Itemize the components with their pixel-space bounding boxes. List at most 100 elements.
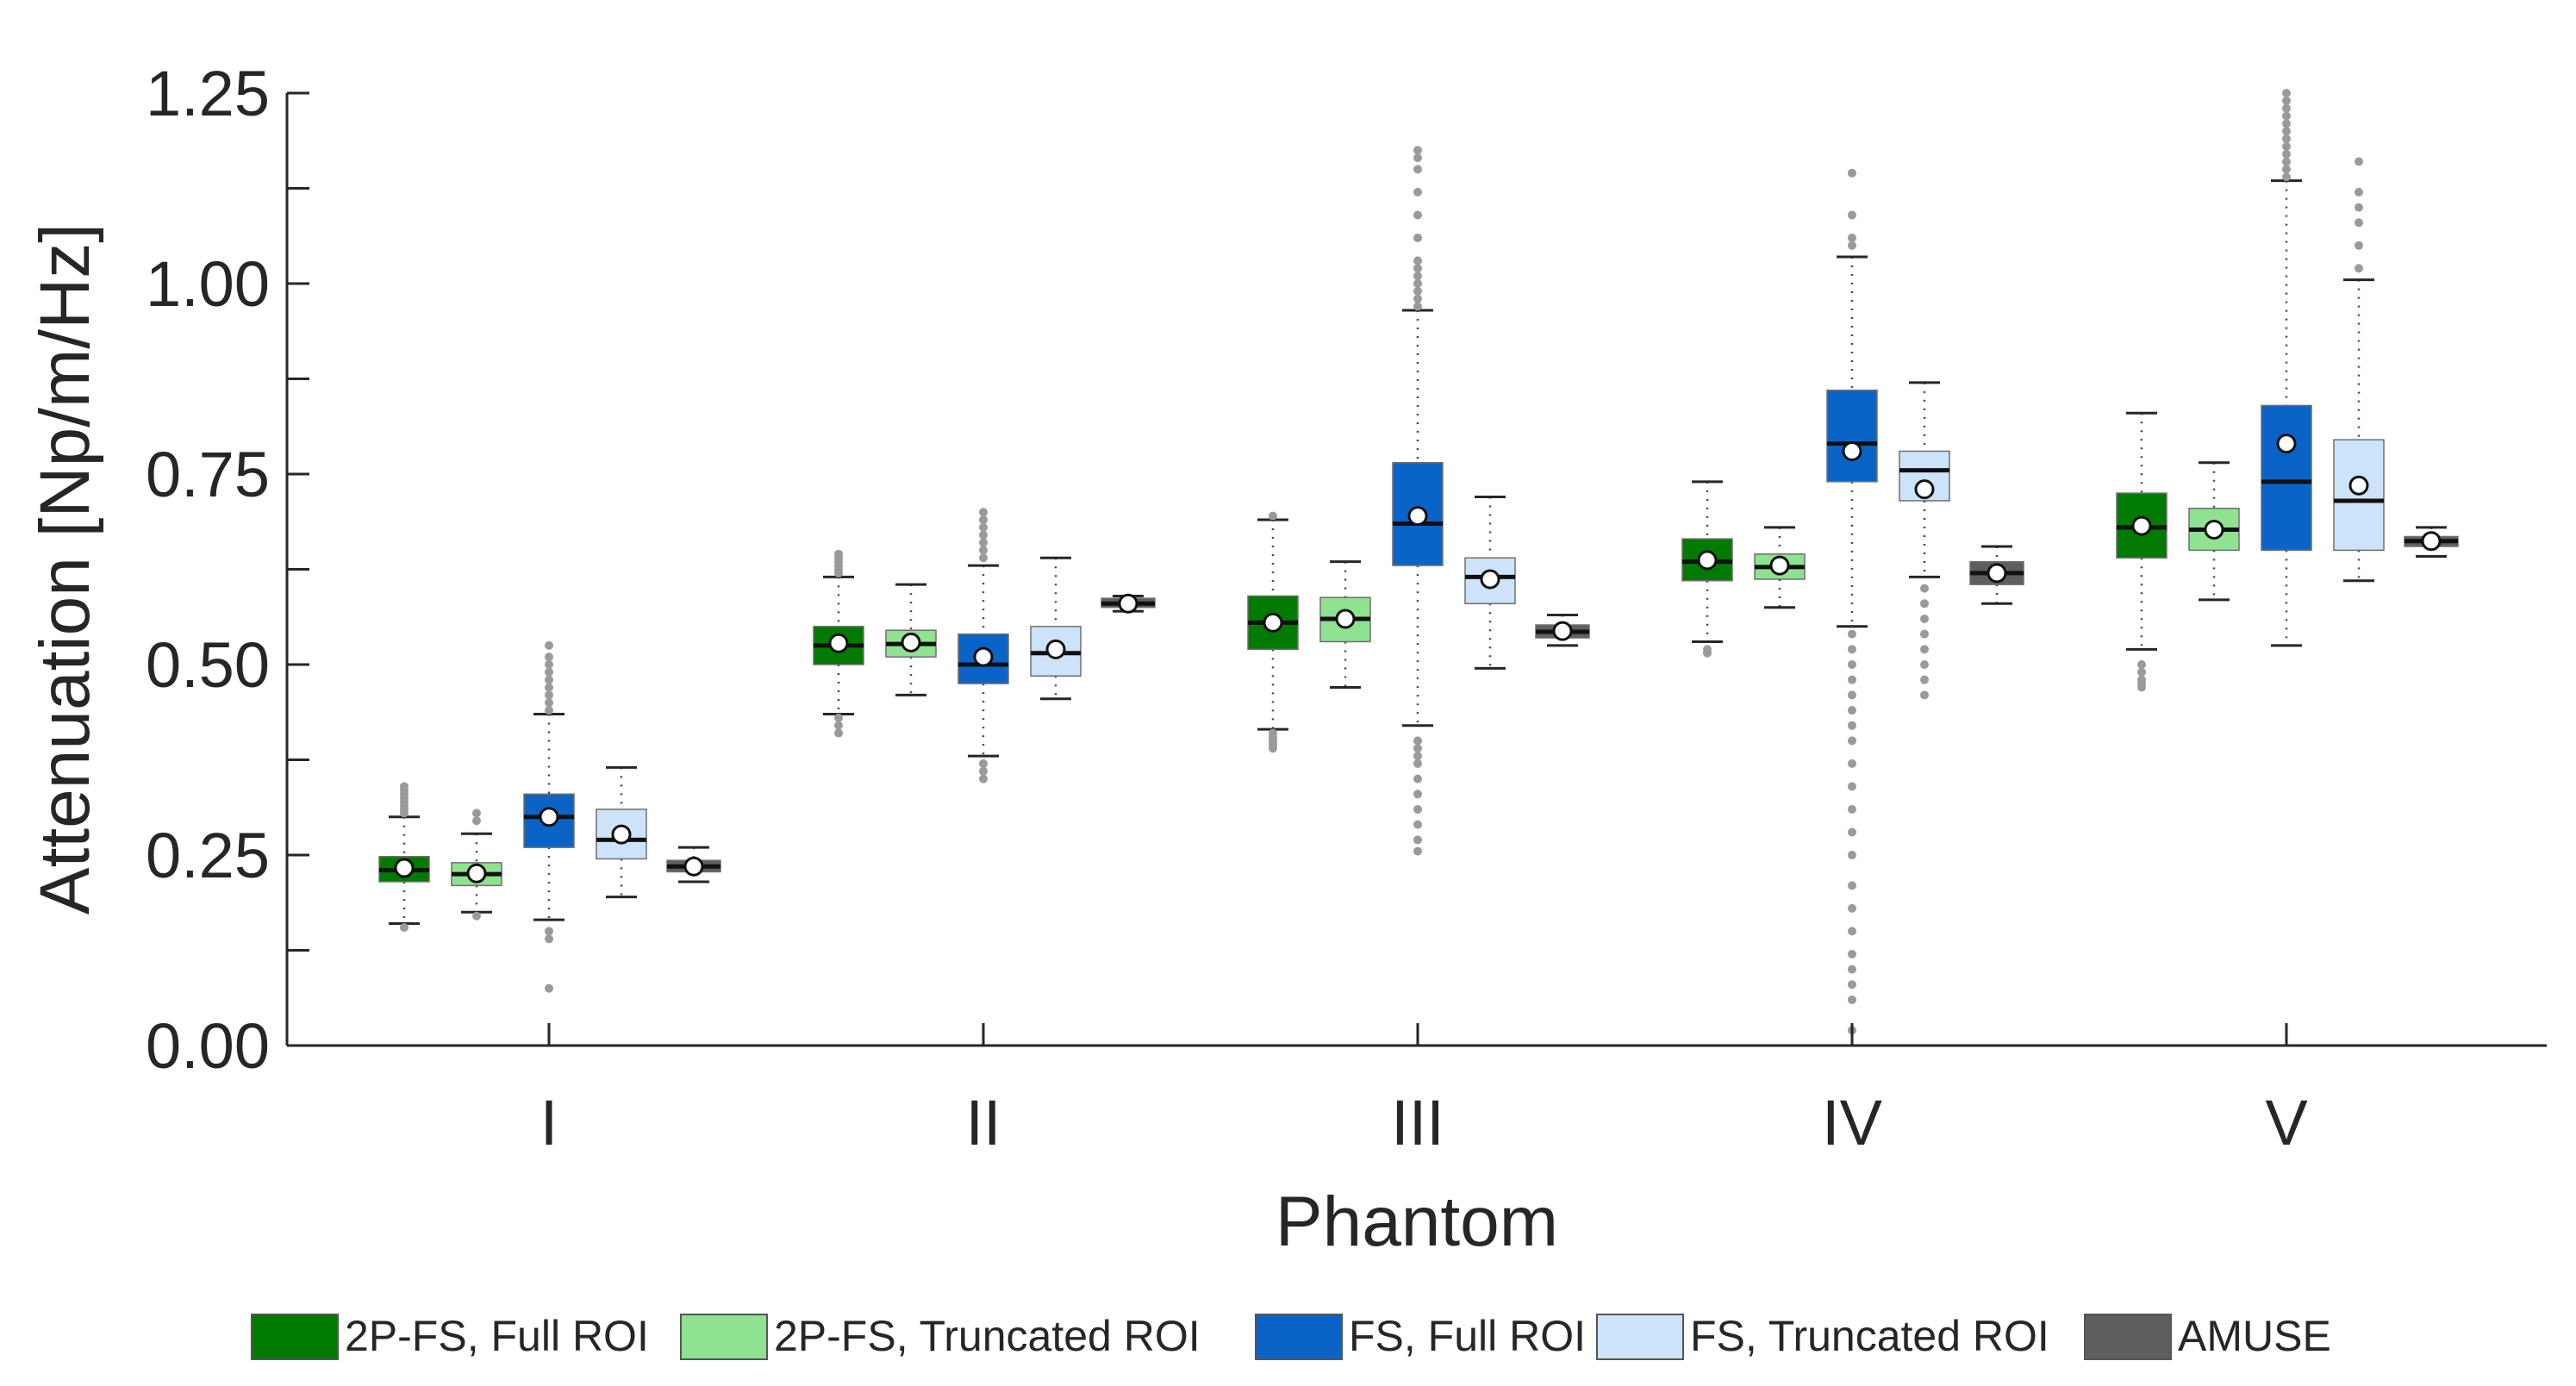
mean-marker: [611, 824, 632, 845]
mean-marker: [1480, 569, 1500, 590]
legend-swatch: [2084, 1314, 2172, 1360]
box-1-2: [1319, 560, 1371, 690]
outlier-point: [1413, 835, 1422, 845]
outlier-point: [2282, 149, 2291, 159]
y-tick-label: 0.00: [146, 1010, 270, 1082]
legend-item: FS, Truncated ROI: [1596, 1312, 2049, 1360]
outlier-point: [1920, 675, 1929, 684]
mean-marker: [466, 863, 487, 883]
mean-marker: [828, 633, 849, 653]
mean-marker: [2421, 531, 2442, 552]
legend-label: FS, Truncated ROI: [1690, 1312, 2049, 1360]
outlier-point: [1920, 614, 1929, 623]
outlier-point: [400, 922, 409, 932]
outlier-point: [979, 546, 988, 555]
outlier-point: [1848, 210, 1856, 220]
y-axis-ticks: 0.00 0.25 0.50 0.75 1.00 1.25: [146, 58, 309, 1082]
outlier-point: [1703, 645, 1712, 654]
outlier-point: [979, 766, 988, 776]
outlier-point: [472, 808, 481, 818]
mean-marker: [2348, 475, 2369, 496]
outlier-point: [545, 698, 553, 708]
outlier-point: [979, 774, 988, 784]
legend-item: FS, Full ROI: [1255, 1312, 1586, 1360]
box-3-1: [1030, 556, 1082, 701]
box-3-3: [1899, 381, 1950, 700]
outlier-point: [1848, 782, 1856, 791]
mean-marker: [901, 632, 921, 652]
box-1-0: [451, 808, 502, 921]
outlier-point: [834, 549, 843, 559]
outlier-point: [979, 515, 988, 525]
outlier-point: [2282, 172, 2291, 182]
legend-swatch: [251, 1314, 339, 1360]
outlier-point: [1920, 584, 1929, 593]
mean-marker: [394, 858, 415, 878]
outlier-point: [1920, 599, 1929, 609]
outlier-point: [545, 927, 553, 936]
outlier-point: [1413, 846, 1422, 856]
mean-marker: [1407, 506, 1428, 527]
mean-marker: [1697, 550, 1718, 571]
box-0-0: [378, 782, 430, 932]
mean-marker: [1987, 563, 2007, 584]
legend-label: FS, Full ROI: [1349, 1312, 1586, 1360]
outlier-point: [1413, 820, 1422, 829]
legend-label: AMUSE: [2178, 1312, 2331, 1360]
outlier-point: [1413, 294, 1422, 303]
outlier-point: [2355, 157, 2363, 166]
mean-marker: [2131, 515, 2152, 536]
box-2-2: [1392, 146, 1444, 856]
outlier-point: [545, 652, 553, 662]
x-tick-label: IV: [1822, 1087, 1883, 1158]
outlier-point: [2137, 667, 2146, 677]
outlier-point: [1413, 146, 1422, 155]
outlier-point: [1413, 302, 1422, 311]
outlier-point: [545, 675, 553, 684]
outlier-point: [1848, 881, 1856, 890]
outlier-point: [834, 728, 843, 738]
outlier-point: [1848, 949, 1856, 958]
outlier-point: [1413, 774, 1422, 784]
box-4-0: [666, 846, 721, 883]
outlier-point: [545, 690, 553, 700]
outlier-point: [2355, 240, 2363, 250]
box-0-2: [1247, 511, 1299, 753]
x-axis-title: Phantom: [1276, 1183, 1558, 1261]
outlier-point: [2355, 203, 2363, 212]
outlier-point: [2282, 103, 2291, 113]
x-tick-label: I: [540, 1087, 558, 1158]
y-tick-label: 0.75: [146, 439, 270, 510]
box-4-2: [1535, 614, 1590, 647]
box-2-4: [2261, 89, 2312, 647]
outlier-point: [545, 934, 553, 944]
box-1-4: [2188, 461, 2240, 602]
x-axis-ticks: I II III IV V: [540, 1023, 2308, 1158]
outlier-point: [979, 508, 988, 517]
y-tick-label: 1.00: [146, 248, 270, 320]
legend-item: 2P-FS, Truncated ROI: [680, 1312, 1201, 1360]
mean-marker: [1118, 593, 1138, 614]
outlier-point: [1848, 903, 1856, 913]
outlier-point: [1413, 233, 1422, 242]
outlier-point: [1848, 240, 1856, 250]
outlier-point: [1413, 256, 1422, 265]
mean-marker: [683, 856, 704, 877]
outlier-point: [1920, 660, 1929, 669]
outlier-point: [2282, 111, 2291, 121]
outlier-point: [545, 706, 553, 715]
outlier-point: [979, 759, 988, 768]
outlier-point: [1848, 233, 1856, 242]
box-4-3: [1969, 545, 2024, 605]
outlier-point: [1848, 168, 1856, 178]
outlier-point: [2282, 157, 2291, 166]
mean-marker: [1769, 555, 1790, 576]
box-1-1: [885, 583, 937, 696]
outlier-point: [1413, 286, 1422, 296]
outlier-point: [1848, 645, 1856, 654]
outlier-point: [1848, 706, 1856, 715]
outlier-point: [1848, 851, 1856, 859]
box-2-3: [1826, 168, 1878, 1035]
outlier-point: [545, 667, 553, 677]
